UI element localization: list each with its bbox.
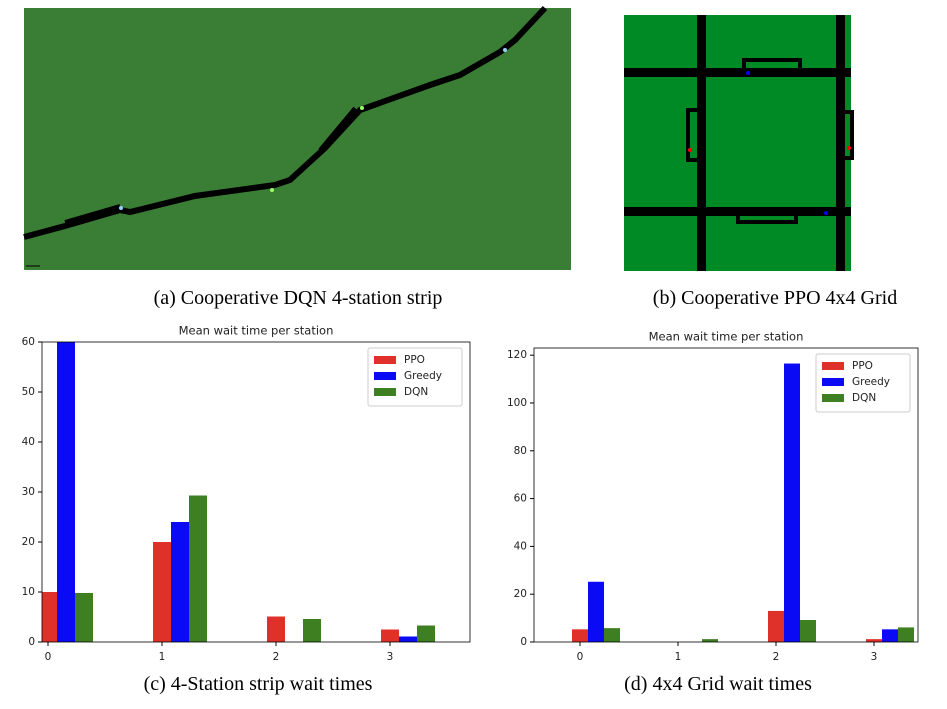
chart-title: Mean wait time per station (179, 324, 334, 338)
bar (171, 522, 189, 642)
caption: (d) 4x4 Grid wait times (624, 673, 812, 695)
legend-swatch (822, 378, 844, 386)
y-tick-label: 50 (22, 386, 35, 398)
caption: (c) 4-Station strip wait times (144, 673, 373, 695)
y-tick-label: 30 (22, 486, 35, 498)
legend-swatch (822, 394, 844, 402)
bar (800, 620, 816, 642)
bar (399, 637, 417, 643)
strip-image (24, 8, 571, 270)
bar (189, 496, 207, 643)
legend-label: PPO (852, 360, 873, 372)
y-tick-label: 120 (507, 349, 527, 361)
y-tick-label: 20 (22, 536, 35, 548)
y-tick-label: 80 (514, 445, 527, 457)
bar (702, 639, 718, 642)
caption: (b) Cooperative PPO 4x4 Grid (653, 287, 897, 309)
y-tick-label: 40 (514, 540, 527, 552)
bar (882, 629, 898, 642)
x-tick-label: 0 (577, 651, 584, 663)
legend-label: Greedy (852, 376, 890, 388)
x-tick-label: 2 (773, 651, 780, 663)
legend-label: Greedy (404, 370, 442, 382)
y-tick-label: 60 (514, 493, 527, 505)
bar (417, 626, 435, 643)
bar (784, 364, 800, 642)
bar (267, 617, 285, 643)
x-tick-label: 1 (675, 651, 682, 663)
legend-label: PPO (404, 354, 425, 366)
bar (572, 629, 588, 642)
legend-swatch (374, 388, 396, 396)
x-tick-label: 2 (273, 651, 280, 663)
bar (604, 628, 620, 642)
legend-swatch (374, 372, 396, 380)
legend-label: DQN (404, 386, 428, 398)
legend-swatch (822, 362, 844, 370)
bar-chart: Mean wait time per station 0 10 20 30 40 50 60 0… (22, 324, 470, 664)
caption: (a) Cooperative DQN 4-station strip (154, 287, 443, 309)
bar (153, 542, 171, 642)
legend-swatch (374, 356, 396, 364)
y-tick-label: 0 (28, 636, 35, 648)
y-tick-label: 60 (22, 336, 35, 348)
bar (75, 593, 93, 642)
y-tick-label: 100 (507, 397, 527, 409)
y-tick-label: 10 (22, 586, 35, 598)
bar (898, 627, 914, 642)
bar-chart: Mean wait time per station02040608010012… (507, 330, 918, 664)
bar (381, 630, 399, 643)
bar (866, 639, 882, 642)
grid-image (624, 15, 852, 271)
bar (768, 611, 784, 642)
chart-title: Mean wait time per station (649, 330, 804, 344)
y-tick-label: 20 (514, 588, 527, 600)
bar (303, 619, 321, 642)
x-tick-label: 1 (159, 651, 166, 663)
y-tick-label: 0 (520, 636, 527, 648)
bar (57, 342, 75, 642)
x-tick-label: 3 (387, 651, 394, 663)
x-tick-label: 0 (45, 651, 52, 663)
figure: (a) Cooperative DQN 4-station strip (b) … (0, 0, 947, 709)
y-tick-label: 40 (22, 436, 35, 448)
legend-label: DQN (852, 392, 876, 404)
page: (a) Cooperative DQN 4-station strip (b) … (0, 0, 947, 709)
bar (588, 582, 604, 642)
x-tick-label: 3 (871, 651, 878, 663)
